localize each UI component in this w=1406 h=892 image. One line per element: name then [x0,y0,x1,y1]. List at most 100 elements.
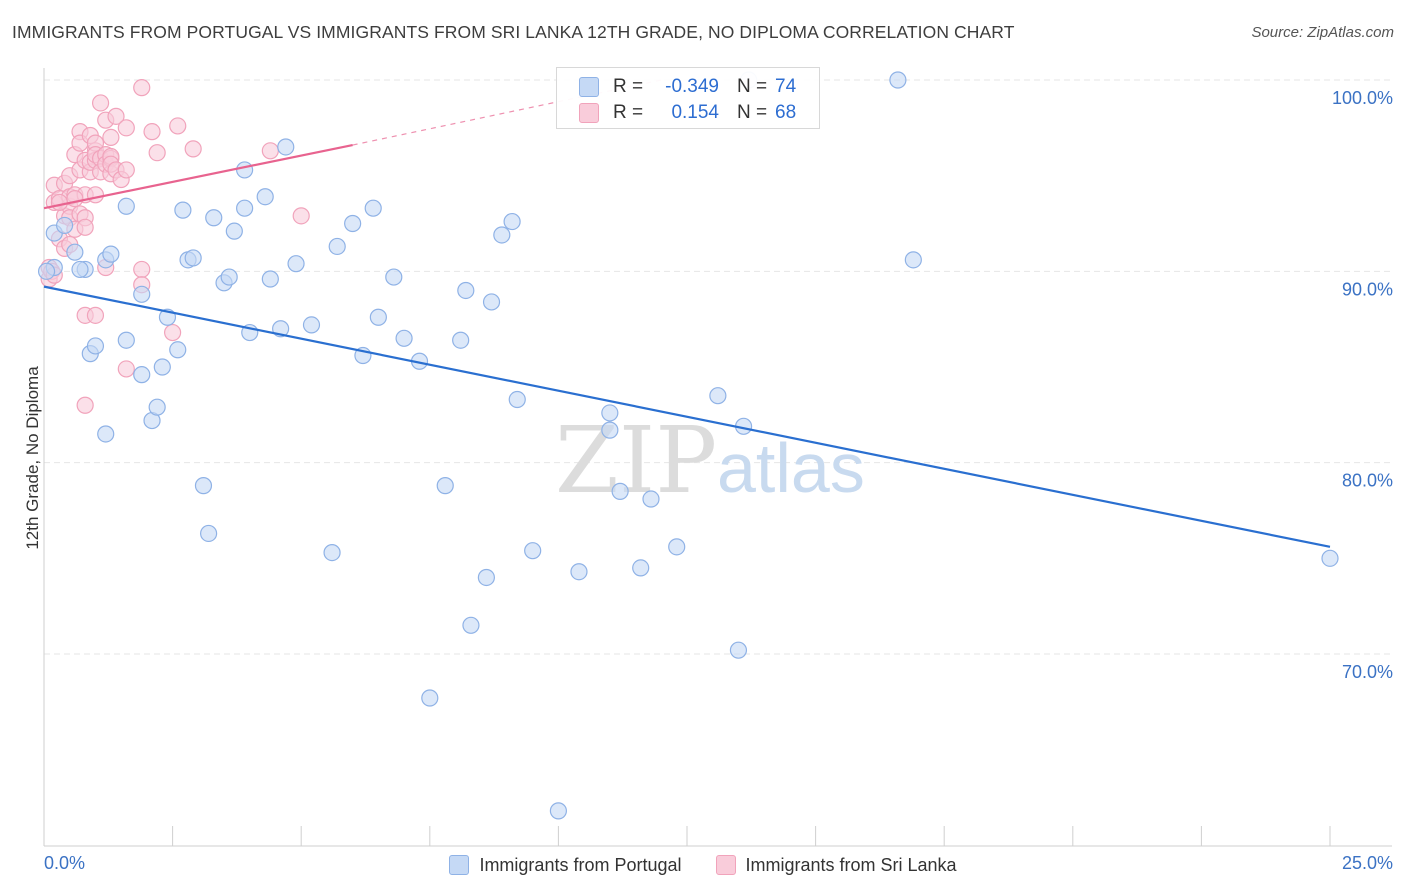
portugal-point [477,568,495,587]
portugal-point [97,425,115,443]
srilanka-point [86,186,105,204]
portugal-point [102,245,120,263]
series-legend: Immigrants from Portugal Immigrants from… [0,852,1406,878]
portugal-point [385,268,403,286]
srilanka-point [66,190,84,208]
portugal-point [55,216,74,235]
portugal-point [287,255,305,273]
srilanka-point [86,306,105,324]
portugal-point [452,331,470,349]
portugal-point [457,281,475,300]
x-tick-label: 0.0% [44,853,85,873]
srilanka-legend-swatch [715,855,736,875]
portugal-point [462,616,480,634]
portugal-point [174,201,192,219]
portugal-point [220,268,238,286]
legend-label-portugal: Immigrants from Portugal [479,854,682,875]
portugal-point [889,71,907,89]
srilanka-point [50,193,69,212]
portugal-point [184,249,202,267]
tick-labels: 100.0% 90.0% 80.0% 70.0% 0.0% 25.0% [44,88,1393,873]
srilanka-point [148,144,166,162]
portugal-point [153,358,171,376]
portugal-trend-line [43,285,1331,548]
portugal-point [709,387,727,405]
r-value: 0.154 [671,102,719,123]
srilanka-point [117,119,135,137]
portugal-point [86,337,105,355]
portugal-point [328,237,346,256]
srilanka-point [169,117,187,135]
portugal-point [642,490,660,508]
watermark-atlas: atlas [717,429,865,507]
legend-label-srilanka: Immigrants from Sri Lanka [745,854,957,875]
portugal-point [133,366,151,384]
correlation-legend: R = -0.349 N = 74 R = 0.154 N = 68 [556,67,820,129]
portugal-point [277,138,295,156]
portugal-point [261,270,279,288]
srilanka-point [91,94,110,112]
portugal-point [524,542,542,560]
watermark: ZIP atlas [555,407,865,514]
srilanka-trend-line [43,143,353,210]
portugal-point [601,421,619,439]
portugal-point [200,524,218,543]
portugal-point [508,390,526,409]
y-tick-label: 90.0% [1342,279,1393,299]
portugal-point [570,563,588,581]
srilanka-point [117,360,135,378]
portugal-point [205,209,223,227]
axes [43,68,1392,847]
portugal-point [344,214,362,233]
r-label: R = [613,102,644,123]
correlation-row-srilanka: R = 0.154 N = 68 [579,100,796,126]
n-value: 68 [775,102,797,123]
portugal-point [323,543,341,562]
portugal-point [421,689,439,707]
portugal-point [436,477,454,495]
portugal-point [256,188,274,206]
portugal-point [169,341,187,359]
portugal-point [668,538,686,556]
srilanka-swatch [579,103,599,123]
srilanka-points [40,79,310,414]
portugal-legend-swatch [449,855,470,875]
x-tick-label: 25.0% [1342,853,1393,873]
y-axis-label: 12th Grade, No Diploma [23,366,42,550]
portugal-point [148,398,166,416]
legend-item-portugal[interactable]: Immigrants from Portugal [449,854,682,876]
portugal-point [364,199,382,217]
portugal-point [117,197,135,215]
portugal-point [503,212,521,231]
correlation-row-portugal: R = -0.349 N = 74 [579,74,796,100]
y-tick-label: 100.0% [1332,88,1393,108]
n-label: N = [737,102,768,123]
portugal-points [37,71,1339,820]
portugal-point [482,293,501,311]
srilanka-point [143,123,161,141]
legend-item-srilanka[interactable]: Immigrants from Sri Lanka [715,854,957,876]
portugal-point [236,199,254,217]
portugal-point [194,477,213,495]
srilanka-point [117,161,135,179]
srilanka-point [184,140,202,158]
srilanka-point [107,107,125,125]
portugal-swatch [579,77,599,97]
portugal-point [549,802,568,820]
portugal-point [611,482,629,500]
portugal-point [133,285,151,303]
srilanka-point [292,207,310,225]
n-label: N = [737,76,768,97]
y-tick-label: 70.0% [1342,662,1393,682]
srilanka-point [76,218,94,236]
y-tick-label: 80.0% [1342,471,1393,491]
portugal-point [302,316,321,334]
srilanka-point [164,323,182,342]
portugal-point [632,559,650,577]
r-label: R = [613,76,644,97]
chart-title: IMMIGRANTS FROM PORTUGAL VS IMMIGRANTS F… [12,22,1015,42]
srilanka-point [76,396,94,414]
portugal-point [729,641,748,659]
srilanka-point [261,142,279,160]
watermark-zip: ZIP [555,407,717,514]
